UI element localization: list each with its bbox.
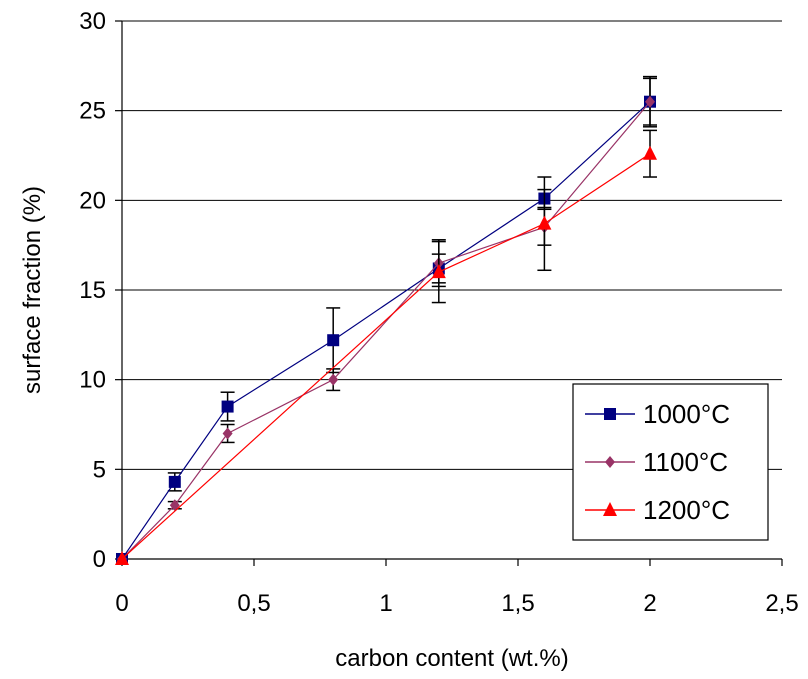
x-axis-title: carbon content (wt.%) [335,645,568,672]
data-point [328,373,339,386]
legend-label: 1000°C [643,399,730,429]
y-tick-label: 10 [79,367,106,394]
legend: 1000°C 1100°C 1200°C [572,383,769,541]
legend-item: 1000°C [585,399,730,429]
legend-marker [605,456,615,468]
series-line [121,101,651,560]
y-axis-title: surface fraction (%) [19,186,46,394]
y-tick-label: 25 [79,98,106,125]
legend-marker [603,502,617,516]
tick-labels: 0 5 10 15 20 25 30 0 0,5 1 1,5 2 2,5 [79,8,798,617]
series-line [121,101,651,560]
data-point [645,95,655,108]
y-tick-label: 0 [93,546,106,573]
x-tick-label: 0,5 [237,590,270,617]
series-2 [115,129,657,565]
y-tick-label: 30 [79,8,106,35]
x-tick-label: 0 [115,590,128,617]
data-point [222,427,233,440]
series-line [121,153,651,560]
y-tick-label: 15 [79,277,106,304]
x-tick-label: 1 [379,590,392,617]
y-tick-label: 20 [79,187,106,214]
data-point [643,145,657,160]
data-point [221,400,234,413]
legend-marker [604,408,616,420]
data-point [431,264,446,279]
data-point [537,215,552,230]
legend-item: 1200°C [585,495,730,525]
legend-label: 1100°C [643,447,728,477]
legend-item: 1100°C [585,447,728,477]
x-tick-label: 2 [643,590,656,617]
data-point [327,334,340,347]
y-tick-label: 5 [93,456,106,483]
legend-label: 1200°C [643,495,730,525]
series [115,75,657,565]
axes [115,20,783,566]
x-tick-label: 2,5 [765,590,798,617]
data-point [115,551,129,565]
data-point [168,475,181,488]
x-tick-label: 1,5 [501,590,534,617]
